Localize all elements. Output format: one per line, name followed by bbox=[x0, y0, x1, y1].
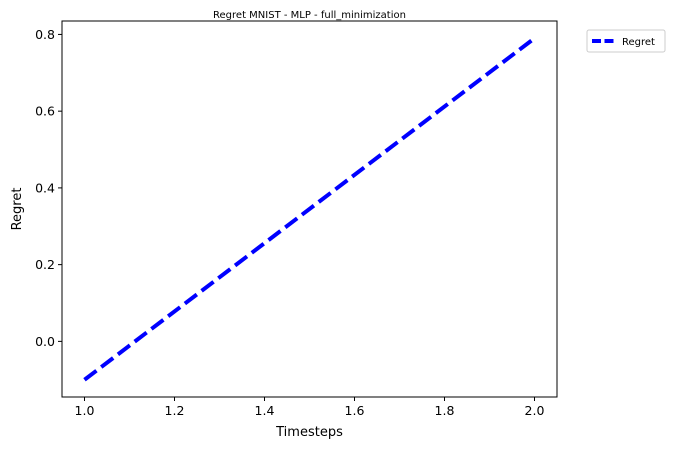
x-tick-label: 1.4 bbox=[255, 403, 275, 418]
legend-box bbox=[586, 29, 666, 53]
x-tick-label: 1.2 bbox=[165, 403, 185, 418]
legend-label: Regret bbox=[622, 37, 655, 48]
plot-frame bbox=[61, 20, 558, 398]
y-tick-label: 0.6 bbox=[35, 104, 55, 119]
y-tick-label: 0.4 bbox=[35, 180, 55, 195]
y-tick-label: 0.2 bbox=[35, 257, 55, 272]
legend: Regret bbox=[586, 29, 666, 53]
x-axis: 1.0 1.2 1.4 1.6 1.8 2.0 bbox=[75, 397, 545, 418]
y-axis-label: Regret bbox=[10, 188, 25, 231]
y-tick-label: 0.8 bbox=[35, 27, 55, 42]
x-tick-label: 1.0 bbox=[75, 403, 95, 418]
y-axis: 0.0 0.2 0.4 0.6 0.8 bbox=[35, 27, 62, 349]
series-layer bbox=[83, 36, 536, 382]
series-line bbox=[83, 36, 536, 382]
x-tick-label: 2.0 bbox=[525, 403, 545, 418]
x-tick-label: 1.6 bbox=[345, 403, 365, 418]
x-axis-label: Timesteps bbox=[275, 425, 343, 440]
chart-title: Regret MNIST - MLP - full_minimization bbox=[213, 10, 406, 21]
y-tick-label: 0.0 bbox=[35, 334, 55, 349]
x-tick-label: 1.8 bbox=[435, 403, 455, 418]
